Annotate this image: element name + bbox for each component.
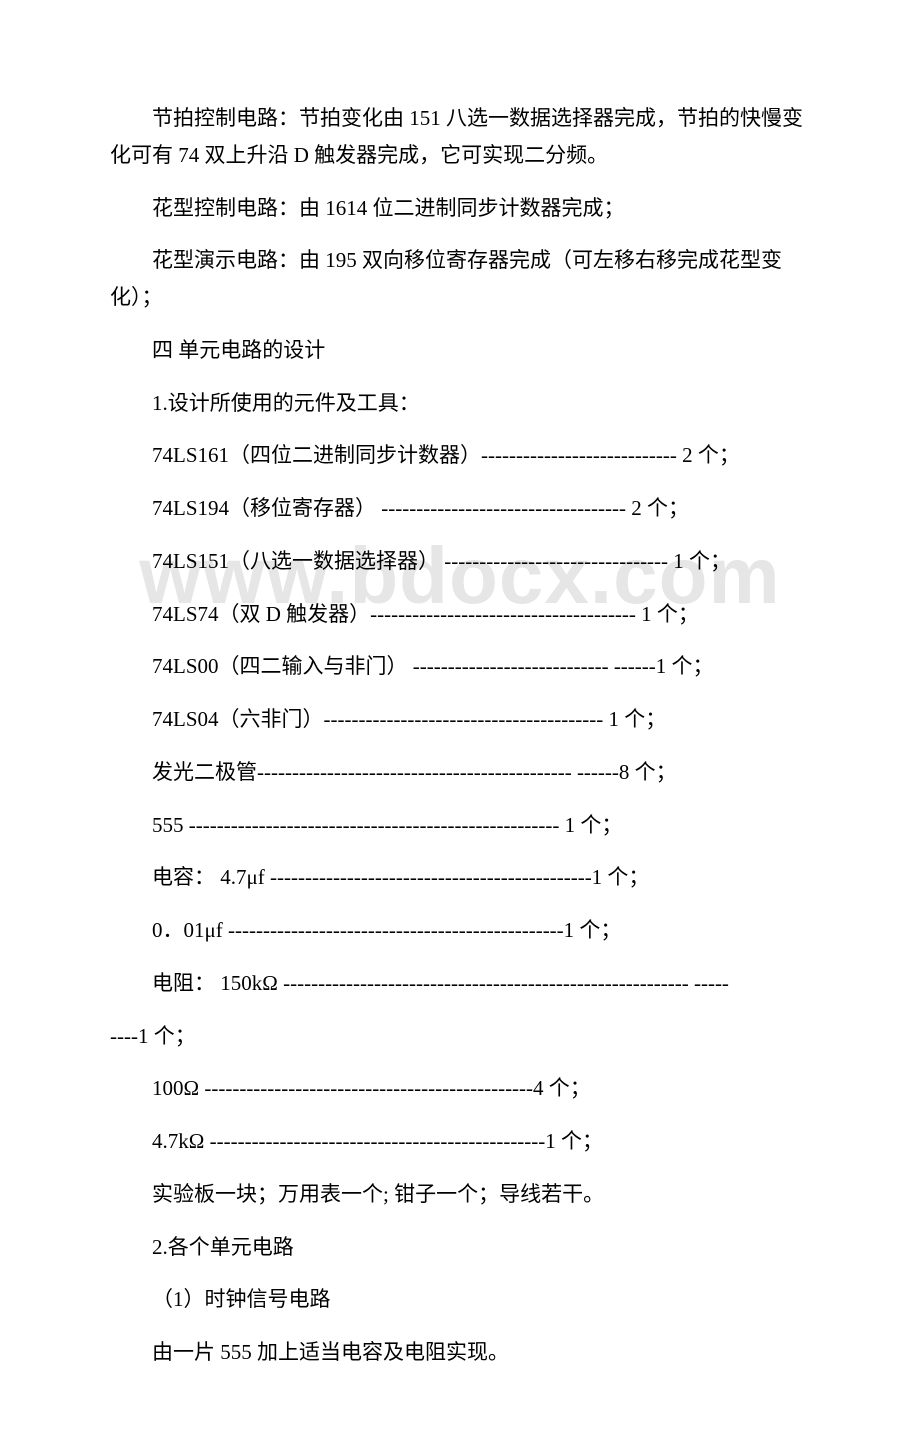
paragraph: 节拍控制电路：节拍变化由 151 八选一数据选择器完成，节拍的快慢变化可有 74… <box>110 100 810 174</box>
component-line-cont: ----1 个； <box>110 1018 810 1055</box>
component-line: 74LS194（移位寄存器） -------------------------… <box>110 490 810 527</box>
component-line: 74LS161（四位二进制同步计数器）---------------------… <box>110 437 810 474</box>
component-line: 4.7kΩ ----------------------------------… <box>110 1123 810 1160</box>
component-line: 74LS00（四二输入与非门） ------------------------… <box>110 648 810 685</box>
component-line: 555 ------------------------------------… <box>110 807 810 844</box>
paragraph: 实验板一块；万用表一个; 钳子一个；导线若干。 <box>110 1176 810 1213</box>
paragraph: 花型演示电路：由 195 双向移位寄存器完成（可左移右移完成花型变化）； <box>110 242 810 316</box>
paragraph: 由一片 555 加上适当电容及电阻实现。 <box>110 1334 810 1371</box>
component-line: 74LS04（六非门）-----------------------------… <box>110 701 810 738</box>
component-line: 74LS151（八选一数据选择器） ----------------------… <box>110 543 810 580</box>
paragraph: 1.设计所使用的元件及工具： <box>110 385 810 422</box>
component-line: 100Ω -----------------------------------… <box>110 1070 810 1107</box>
component-line: 电容： 4.7μf ------------------------------… <box>110 859 810 896</box>
paragraph: 花型控制电路：由 1614 位二进制同步计数器完成； <box>110 190 810 227</box>
paragraph: 2.各个单元电路 <box>110 1229 810 1266</box>
section-heading: 四 单元电路的设计 <box>110 332 810 369</box>
component-line: 发光二极管-----------------------------------… <box>110 754 810 791</box>
component-line: 0．01μf ---------------------------------… <box>110 912 810 949</box>
paragraph: （1）时钟信号电路 <box>110 1281 810 1318</box>
document-content: 节拍控制电路：节拍变化由 151 八选一数据选择器完成，节拍的快慢变化可有 74… <box>0 0 920 1447</box>
component-line: 电阻： 150kΩ ------------------------------… <box>110 965 810 1002</box>
component-line: 74LS74（双 D 触发器）-------------------------… <box>110 596 810 633</box>
